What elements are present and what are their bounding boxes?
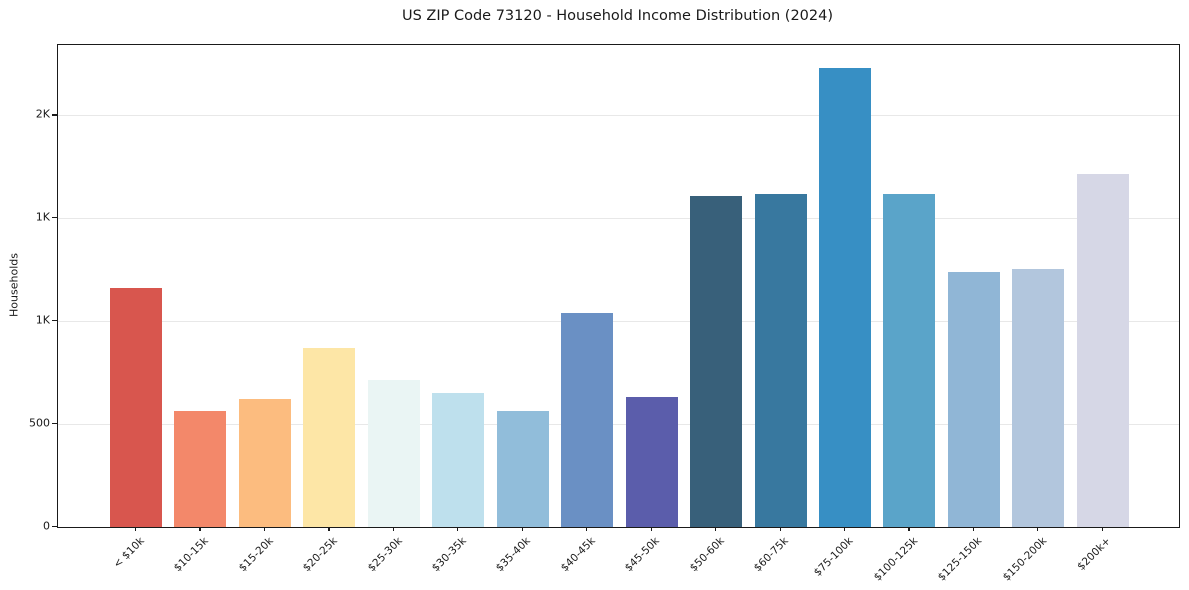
bar-125-150k (947, 271, 1000, 527)
bar-45-50k (625, 397, 678, 527)
y-tick-label: 500 (29, 416, 50, 430)
x-tick-mark (908, 527, 910, 531)
x-tick-mark (972, 527, 975, 531)
y-tick-mark (52, 526, 57, 528)
bar-75-100k (818, 68, 871, 527)
y-tick-mark (52, 320, 57, 322)
x-tick-label: $30-35k (429, 535, 469, 575)
bar-40-45k (561, 312, 614, 527)
x-tick-label: $25-30k (365, 535, 405, 575)
x-tick-mark (135, 527, 137, 531)
x-tick-mark (328, 527, 330, 531)
x-tick-mark (586, 527, 588, 531)
x-tick-label: < $10k (110, 535, 147, 571)
x-tick-mark (715, 527, 717, 531)
x-tick-label: $50-60k (687, 535, 727, 575)
x-tick-label: $100-125k (871, 535, 920, 584)
x-tick-mark (392, 527, 394, 531)
bar-60-75k (754, 193, 807, 527)
x-tick-label: $60-75k (751, 535, 791, 575)
y-tick-label: 1K (35, 210, 50, 224)
x-tick-label: $200k+ (1075, 535, 1114, 573)
bar-35-40k (496, 410, 549, 527)
bar-150-200k (1012, 268, 1065, 527)
gridline (58, 218, 1179, 220)
x-tick-mark (263, 527, 266, 531)
plot-area (57, 44, 1180, 528)
x-tick-label: $45-50k (623, 535, 663, 575)
bar-10-15k (174, 410, 227, 527)
x-tick-label: $15-20k (236, 535, 276, 575)
x-tick-mark (843, 527, 846, 531)
y-tick-mark (52, 423, 57, 425)
y-axis-label: Households (7, 253, 21, 317)
x-tick-mark (650, 527, 652, 531)
bar-200k (1076, 174, 1129, 527)
bar-20-25k (303, 347, 356, 527)
x-tick-label: $150-200k (1000, 535, 1049, 584)
bar-25-30k (367, 379, 420, 527)
bar-10k (110, 288, 162, 527)
bar-50-60k (690, 195, 743, 527)
y-tick-mark (52, 114, 57, 116)
y-tick-label: 1K (35, 313, 50, 327)
bar-30-35k (432, 393, 485, 527)
x-tick-label: $10-15k (171, 535, 211, 575)
x-tick-label: $20-25k (300, 535, 340, 575)
y-tick-label: 0 (43, 519, 50, 533)
gridline (58, 321, 1179, 323)
x-tick-mark (457, 527, 459, 531)
x-tick-mark (1037, 527, 1039, 531)
x-tick-label: $125-150k (935, 535, 985, 584)
y-tick-mark (52, 217, 57, 219)
x-tick-mark (199, 527, 201, 531)
gridline (58, 424, 1179, 426)
x-tick-mark (779, 527, 781, 531)
x-tick-label: $35-40k (494, 535, 534, 575)
chart-title: US ZIP Code 73120 - Household Income Dis… (401, 8, 834, 24)
gridline (58, 115, 1179, 117)
x-tick-label: $75-100k (811, 535, 856, 579)
x-tick-mark (1101, 527, 1103, 531)
bar-100-125k (883, 193, 936, 527)
x-tick-label: $40-45k (558, 535, 598, 575)
x-tick-mark (521, 527, 523, 531)
bar-15-20k (238, 399, 291, 527)
y-tick-label: 2K (35, 107, 50, 121)
